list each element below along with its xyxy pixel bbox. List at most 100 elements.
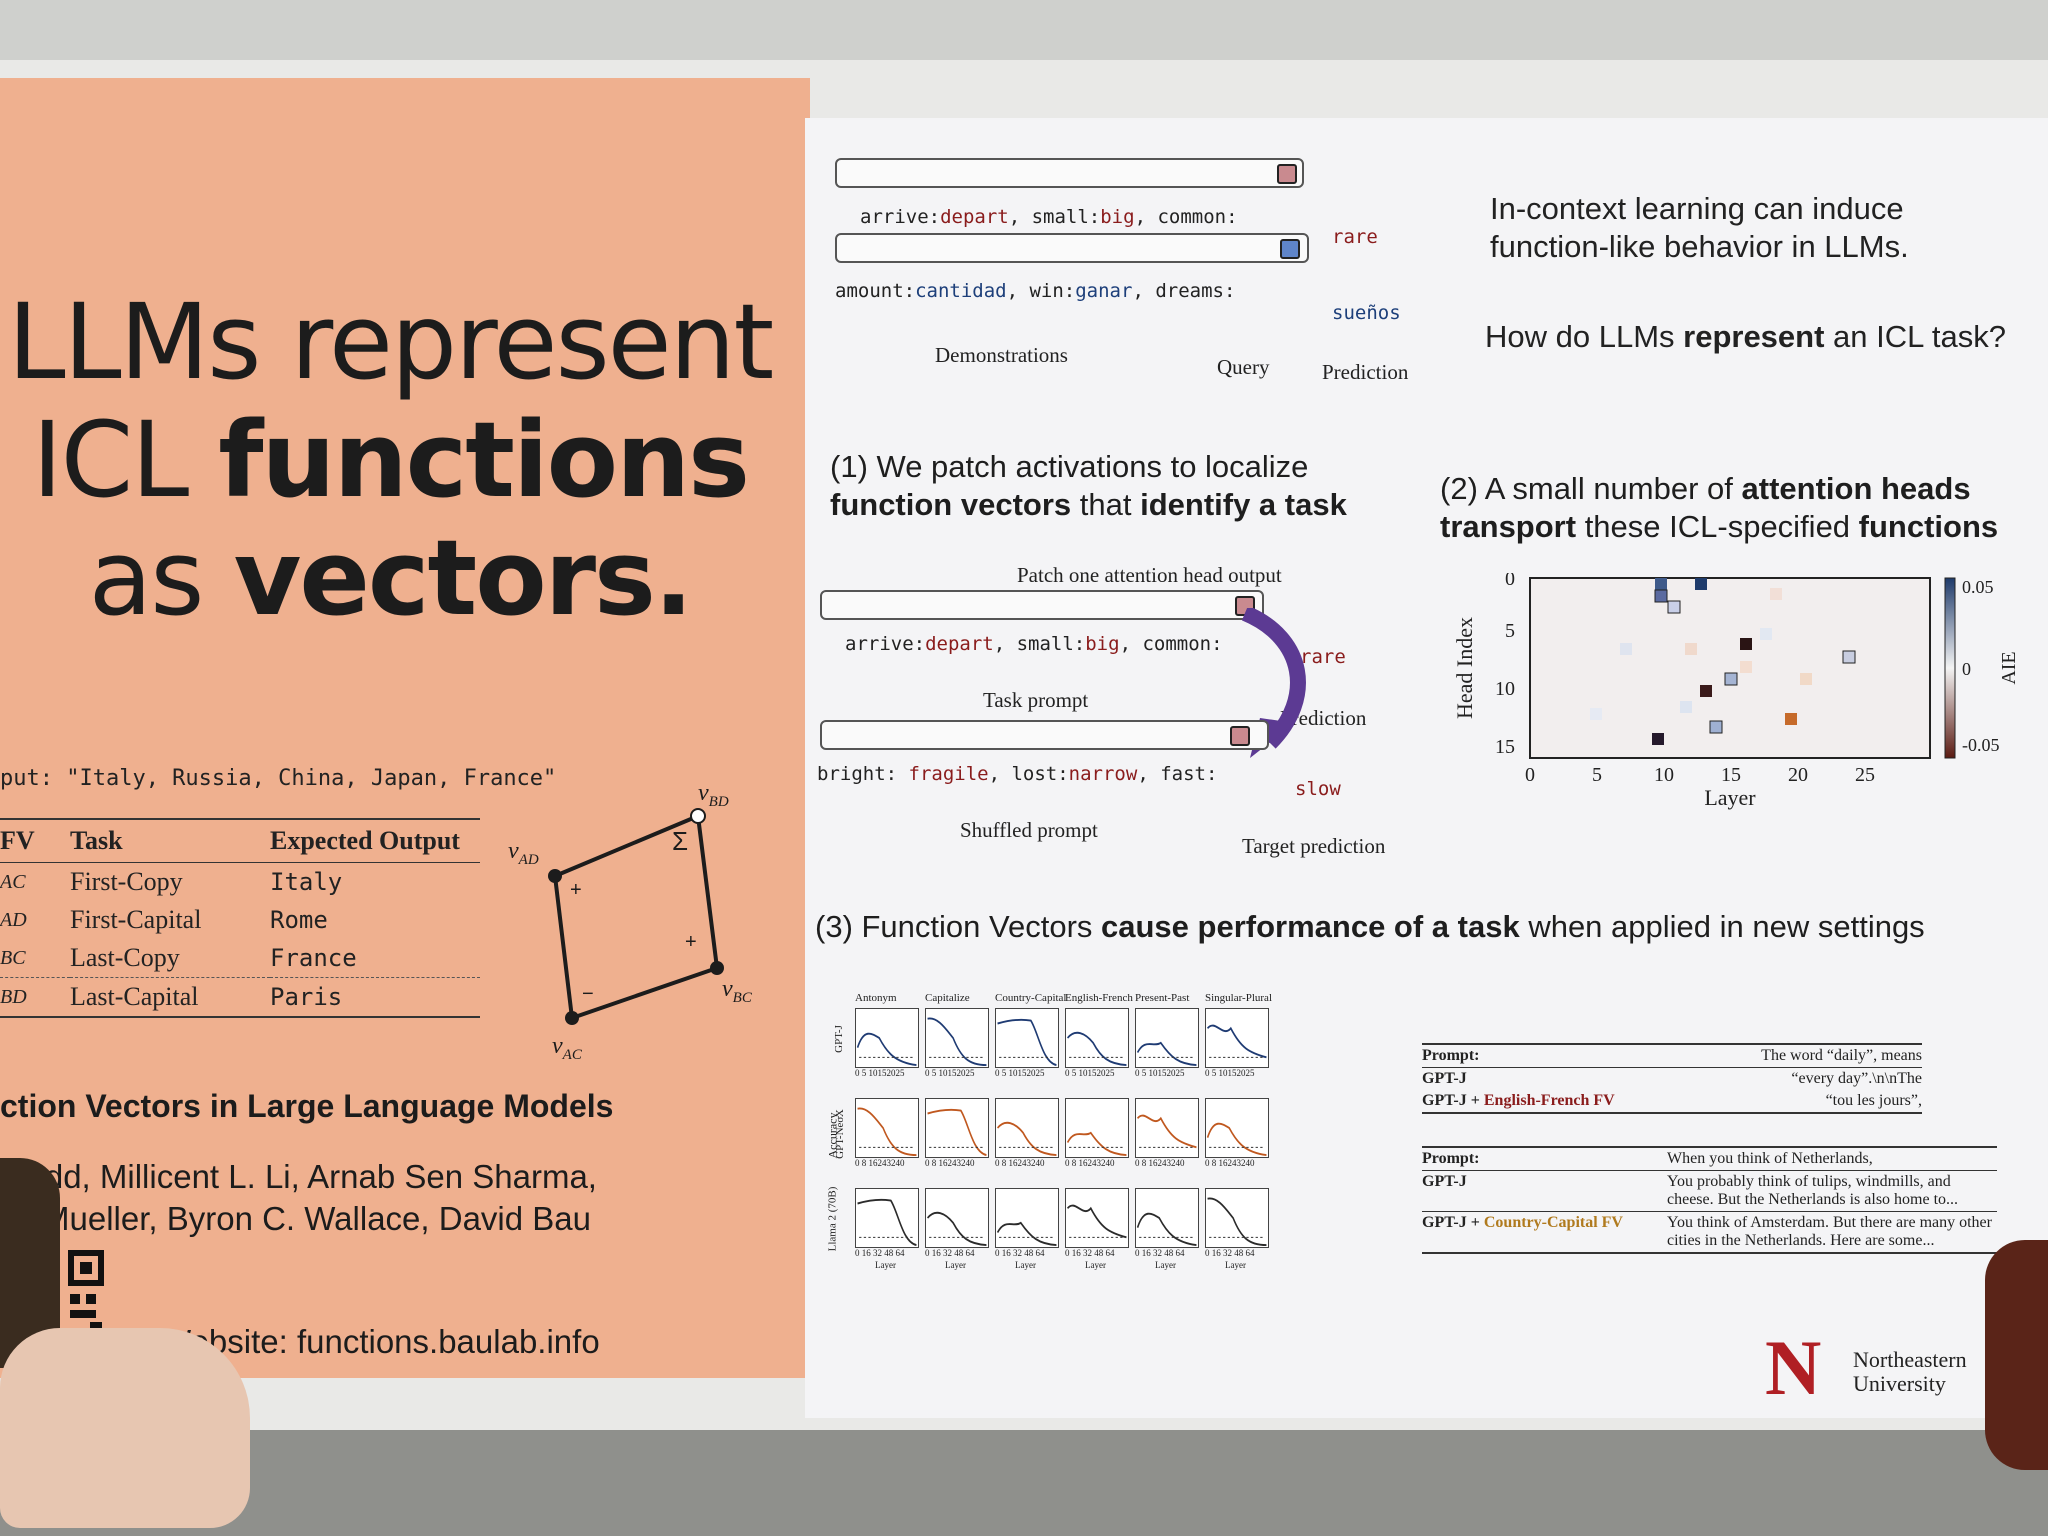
- plot-xticks: 0 16 32 48 64: [855, 1248, 905, 1258]
- accuracy-line: [1067, 1204, 1127, 1239]
- accuracy-plot: [1065, 1008, 1129, 1068]
- plot-title: Antonym: [855, 992, 897, 1004]
- accuracy-line: [1136, 1212, 1197, 1247]
- northeastern-logo-icon: N: [1765, 1324, 1822, 1411]
- example-row: Prompt: When you think of Netherlands,: [1422, 1146, 1997, 1171]
- accuracy-plot: [925, 1008, 989, 1068]
- accuracy-line: [1137, 1114, 1197, 1149]
- table-row: AC First-Copy Italy: [0, 863, 480, 902]
- plot-xticks: 0 16 32 48 64: [1065, 1248, 1115, 1258]
- xtick: 25: [1855, 764, 1875, 786]
- heatmap-xlabel: Layer: [1704, 785, 1756, 810]
- accuracy-line: [1136, 1041, 1197, 1067]
- example-row: GPT-J + Country-Capital FV You think of A…: [1422, 1211, 1997, 1254]
- example-table-1: Prompt: The word “daily”, means GPT-J “eve…: [1422, 1043, 1922, 1114]
- accuracy-plot: [855, 1098, 919, 1158]
- plus-sign: +: [570, 879, 582, 901]
- intro-text: In-context learning can induce function-…: [1490, 191, 1909, 264]
- plot-xticks: 0 16 32 48 64: [925, 1248, 975, 1258]
- accuracy-line: [1066, 1131, 1127, 1157]
- plot-xticks: 0 8 16243240: [1205, 1158, 1255, 1168]
- title-line-3b: vectors.: [233, 517, 694, 639]
- row-output: Paris: [270, 983, 343, 1011]
- attention-head-heatmap: Head Index Layer 0 5 10 15 0 5 10 15 20 …: [1452, 573, 2020, 810]
- title-line-1: LLMs represent: [7, 281, 775, 403]
- point-ac: [565, 1011, 579, 1025]
- accuracy-line: [1207, 1197, 1267, 1247]
- row-fv: AC: [0, 870, 26, 893]
- plot-title: Singular-Plural: [1205, 992, 1272, 1004]
- colorbar-tick: 0.05: [1962, 577, 1994, 597]
- prompt-bar-2: [835, 233, 1309, 263]
- row-fv: AD: [0, 908, 27, 931]
- heatmap-ylabel: Head Index: [1452, 617, 1477, 719]
- authors: Todd, Millicent L. Li, Arnab Sen Sharma,…: [10, 1156, 597, 1240]
- label-task-prompt: Task prompt: [983, 688, 1089, 712]
- plot-xlabel: Layer: [1015, 1260, 1036, 1270]
- plot-xticks: 0 8 16243240: [995, 1158, 1045, 1168]
- plus-sign: +: [685, 931, 697, 953]
- plot-title: Country-Capital: [995, 992, 1067, 1004]
- ytick: 10: [1495, 678, 1515, 700]
- ytick: 15: [1495, 736, 1515, 758]
- colorbar-tick: -0.05: [1962, 735, 2000, 755]
- accuracy-line: [1207, 1024, 1267, 1059]
- label-query: Query: [1217, 355, 1270, 379]
- task-prompt-prediction: rare: [1300, 646, 1346, 668]
- top-prediction-2: sueños: [1332, 302, 1401, 324]
- fv-table-header: FV Task Expected Output: [0, 818, 480, 863]
- example-table-2: Prompt: When you think of Netherlands, GP…: [1422, 1146, 1997, 1254]
- prompt-bar-1: [835, 158, 1304, 188]
- minus-sign: −: [582, 983, 594, 1005]
- activation-blue-square: [1280, 239, 1300, 259]
- point-ad: [548, 869, 562, 883]
- plot-xticks: 0 5 10152025: [995, 1068, 1045, 1078]
- row-fv: BD: [0, 985, 27, 1008]
- function-vector-plot-grid: Accuracy GPT-J GPT-NeoX Llama 2 (70B) An…: [820, 988, 1290, 1418]
- plot-xticks: 0 8 16243240: [1065, 1158, 1115, 1168]
- table-row: BD Last-Capital Paris: [0, 978, 480, 1017]
- accuracy-line: [1206, 1122, 1267, 1157]
- poster-title: LLMs represent ICL functions as vectors.: [0, 283, 780, 637]
- accuracy-plot: [1135, 1008, 1199, 1068]
- xtick: 10: [1654, 764, 1674, 786]
- accuracy-plot: [995, 1008, 1059, 1068]
- sigma-sign: Σ: [672, 826, 688, 856]
- label-target-prediction: Target prediction: [1242, 834, 1386, 858]
- accuracy-line: [927, 1108, 987, 1157]
- accuracy-plot: [925, 1188, 989, 1248]
- xtick: 20: [1788, 764, 1808, 786]
- accuracy-plot: [1135, 1188, 1199, 1248]
- accuracy-line: [857, 1107, 917, 1157]
- accuracy-plot: [855, 1188, 919, 1248]
- floor: [0, 1430, 2048, 1536]
- row-output: Rome: [270, 906, 328, 934]
- xtick: 0: [1525, 764, 1535, 786]
- xtick: 15: [1721, 764, 1741, 786]
- row-output: Italy: [270, 868, 343, 896]
- task-prompt-bar: [820, 590, 1264, 620]
- authors-line-2: Mueller, Byron C. Wallace, David Bau: [42, 1200, 591, 1237]
- authors-line-1: Todd, Millicent L. Li, Arnab Sen Sharma,: [10, 1158, 597, 1195]
- colorbar-tick: 0: [1962, 659, 1971, 679]
- label-v-bd: vBD: [698, 780, 729, 810]
- plot-xticks: 0 16 32 48 64: [995, 1248, 1045, 1258]
- label-demonstrations: Demonstrations: [935, 343, 1068, 367]
- header-task: Task: [70, 818, 270, 863]
- person-hand: [0, 1328, 250, 1528]
- accuracy-line: [927, 1017, 987, 1067]
- row-label-neox: GPT-NeoX: [833, 1109, 846, 1159]
- row-task: Last-Capital: [70, 982, 199, 1011]
- colorbar: [1944, 577, 1956, 759]
- row-task: Last-Copy: [70, 943, 180, 972]
- accuracy-plot: [1065, 1098, 1129, 1158]
- plot-xticks: 0 8 16243240: [855, 1158, 905, 1168]
- title-line-2a: ICL: [31, 399, 219, 521]
- table-row: BC Last-Copy France: [0, 939, 480, 978]
- label-prediction: Prediction: [1322, 360, 1409, 384]
- row-task: First-Copy: [70, 867, 183, 896]
- fv-table: FV Task Expected Output AC First-Copy It…: [0, 818, 480, 1018]
- label-v-ad: vAD: [508, 838, 539, 868]
- accuracy-plot: [855, 1008, 919, 1068]
- row-task: First-Capital: [70, 905, 202, 934]
